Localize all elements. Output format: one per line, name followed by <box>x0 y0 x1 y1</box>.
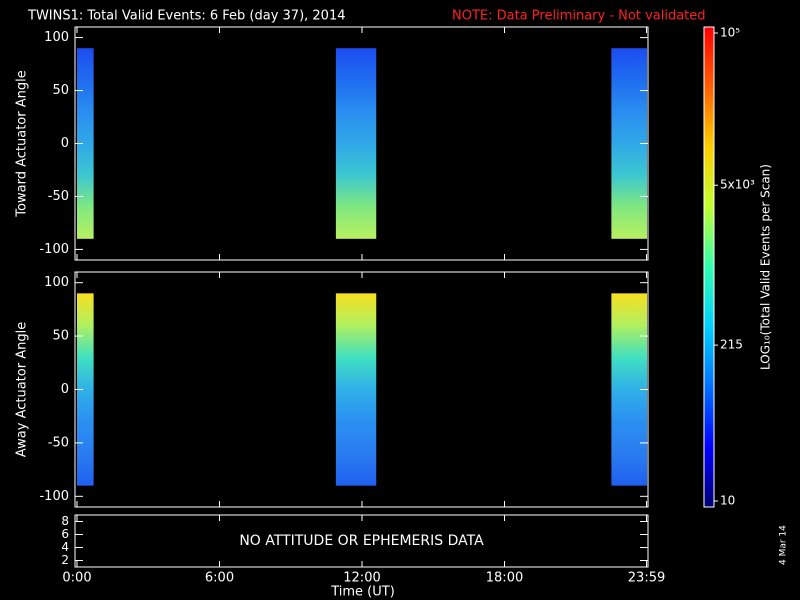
y-tick-label: 6 <box>61 527 69 541</box>
y-tick-label: 100 <box>44 275 69 290</box>
y-tick-label: 2 <box>61 553 69 567</box>
x-axis-label: Time (UT) <box>330 585 395 600</box>
x-tick-label: 0:00 <box>62 571 91 586</box>
y-tick-label: 50 <box>52 83 69 98</box>
y-tick-label: 100 <box>44 30 69 45</box>
y-tick-label: -50 <box>48 435 69 450</box>
colorbar-tick-label: 5x10³ <box>720 178 755 192</box>
x-tick-label: 12:00 <box>343 571 380 586</box>
y-axis-label: Away Actuator Angle <box>15 322 30 457</box>
y-tick-label: 4 <box>61 540 69 554</box>
y-axis-label: Toward Actuator Angle <box>15 70 30 217</box>
data-block <box>335 293 377 486</box>
colorbar-label: LOG₁₀(Total Valid Events per Scan) <box>759 164 773 370</box>
y-tick-label: 0 <box>61 136 69 151</box>
data-block <box>77 293 94 486</box>
date-stamp: 4 Mar 14 <box>779 525 789 565</box>
y-tick-label: -100 <box>39 242 69 257</box>
y-tick-label: 0 <box>61 382 69 397</box>
y-tick-label: 8 <box>61 514 69 528</box>
y-tick-label: 50 <box>52 329 69 344</box>
data-block <box>77 48 94 239</box>
chart-title: TWINS1: Total Valid Events: 6 Feb (day 3… <box>27 9 346 24</box>
note: NOTE: Data Preliminary - Not validated <box>452 9 706 24</box>
panel-message: NO ATTITUDE OR EPHEMERIS DATA <box>239 533 484 549</box>
colorbar-tick-label: 215 <box>720 338 743 352</box>
colorbar-tick-label: 10⁵ <box>720 26 740 40</box>
x-tick-label: 23:59 <box>628 571 665 586</box>
data-block <box>335 48 377 239</box>
y-tick-label: -100 <box>39 489 69 504</box>
colorbar <box>703 26 715 508</box>
x-tick-label: 6:00 <box>205 571 234 586</box>
x-tick-label: 18:00 <box>486 571 523 586</box>
colorbar-tick-label: 10 <box>720 494 735 508</box>
y-tick-label: -50 <box>48 189 69 204</box>
